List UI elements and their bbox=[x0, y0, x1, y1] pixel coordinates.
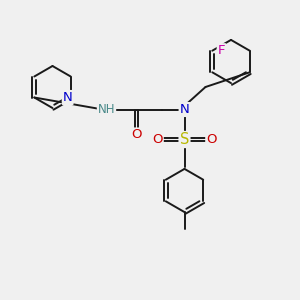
Text: NH: NH bbox=[98, 103, 115, 116]
Text: S: S bbox=[180, 132, 189, 147]
Text: F: F bbox=[218, 44, 225, 57]
Text: O: O bbox=[131, 128, 142, 142]
Text: N: N bbox=[180, 103, 189, 116]
Text: N: N bbox=[63, 91, 73, 104]
Text: O: O bbox=[206, 133, 217, 146]
Text: O: O bbox=[152, 133, 163, 146]
